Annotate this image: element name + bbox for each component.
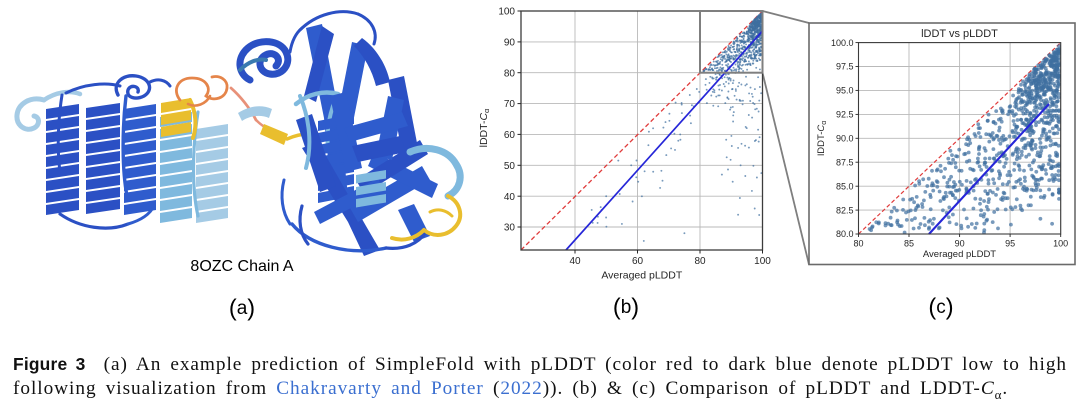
svg-text:Averaged pLDDT: Averaged pLDDT [923, 249, 996, 260]
svg-text:40: 40 [569, 256, 581, 267]
svg-text:100: 100 [498, 7, 515, 18]
svg-text:60: 60 [504, 130, 516, 141]
svg-text:85.0: 85.0 [836, 181, 854, 191]
svg-text:100.0: 100.0 [831, 38, 854, 48]
svg-text:80: 80 [694, 256, 706, 267]
svg-text:90: 90 [504, 38, 516, 49]
svg-text:70: 70 [504, 99, 516, 110]
svg-text:40: 40 [504, 192, 516, 203]
svg-text:92.5: 92.5 [836, 110, 854, 120]
svg-text:97.5: 97.5 [836, 62, 854, 72]
svg-text:lDDT-Cα: lDDT-Cα [816, 121, 828, 156]
svg-text:80.0: 80.0 [836, 229, 854, 239]
svg-text:60: 60 [632, 256, 644, 267]
svg-text:100: 100 [754, 256, 771, 267]
svg-text:95.0: 95.0 [836, 86, 854, 96]
svg-text:100: 100 [1053, 239, 1068, 249]
svg-text:95: 95 [1005, 239, 1015, 249]
svg-text:85: 85 [904, 239, 914, 249]
svg-text:80: 80 [853, 239, 863, 249]
svg-text:80: 80 [504, 68, 516, 79]
svg-text:90.0: 90.0 [836, 134, 854, 144]
svg-text:87.5: 87.5 [836, 157, 854, 167]
svg-text:lDDT-Cα: lDDT-Cα [478, 108, 491, 147]
svg-text:50: 50 [504, 161, 516, 172]
svg-text:8OZC Chain A: 8OZC Chain A [190, 258, 293, 275]
svg-text:30: 30 [504, 223, 516, 234]
svg-text:90: 90 [955, 239, 965, 249]
svg-text:Averaged pLDDT: Averaged pLDDT [601, 270, 683, 282]
svg-text:lDDT vs pLDDT: lDDT vs pLDDT [921, 28, 998, 40]
svg-text:82.5: 82.5 [836, 205, 854, 215]
